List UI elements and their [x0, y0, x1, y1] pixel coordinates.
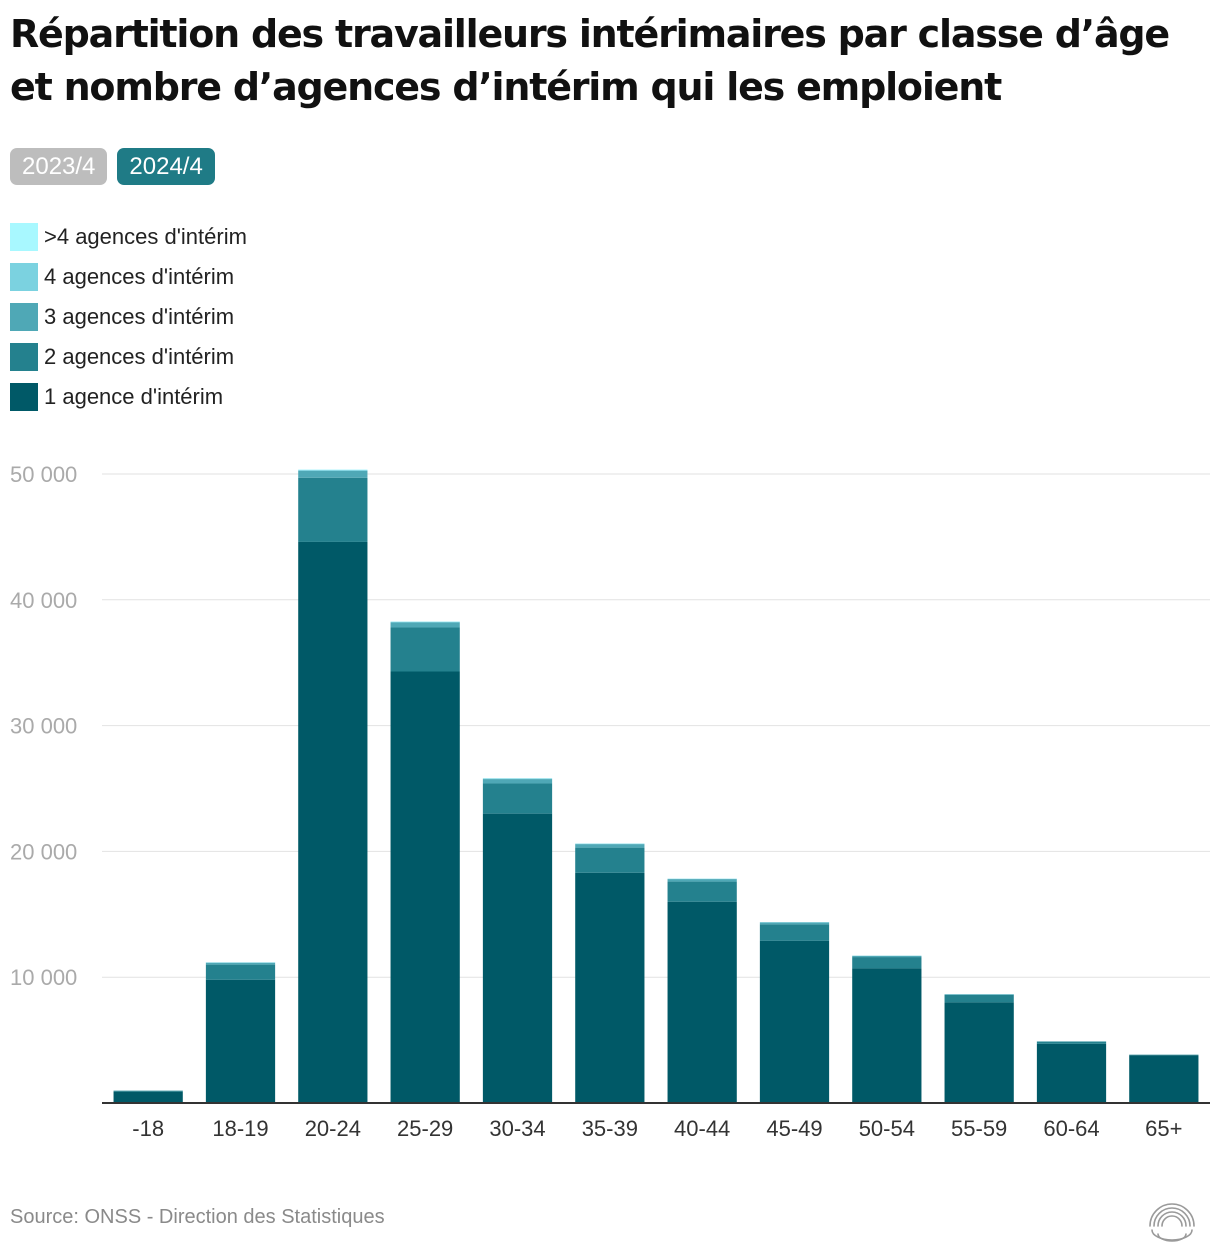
x-tick-label: 40-44 [674, 1116, 730, 1141]
bar-segment [390, 671, 460, 1103]
bar-segment [944, 1002, 1014, 1103]
bar-segment [852, 957, 922, 969]
bar-segment [205, 964, 276, 980]
legend-label: 3 agences d'intérim [44, 304, 235, 329]
bar-segment [575, 843, 645, 845]
x-tick-label: 60-64 [1043, 1116, 1099, 1141]
bar-segment [1036, 1041, 1107, 1044]
bar-segment [852, 955, 922, 958]
x-tick-label: 45-49 [766, 1116, 822, 1141]
legend-swatch [10, 303, 38, 331]
bar-segment [575, 872, 645, 1103]
x-tick-label: 25-29 [397, 1116, 453, 1141]
bar-segment [1129, 1054, 1199, 1056]
tab-2023-4[interactable]: 2023/4 [10, 148, 108, 185]
legend-item-gt4-agences: >4 agences d'intérim [10, 217, 247, 257]
bar-segment [759, 940, 830, 1103]
legend-swatch [10, 223, 38, 251]
bar-segment [482, 813, 553, 1103]
bar-segment [1129, 1055, 1199, 1103]
bar-segment [298, 470, 368, 478]
y-tick-label: 40 000 [10, 588, 77, 613]
legend-item-3-agences: 3 agences d'intérim [10, 297, 247, 337]
x-tick-label: 30-34 [489, 1116, 545, 1141]
bar-segment [298, 541, 368, 1103]
legend-label: >4 agences d'intérim [44, 224, 247, 249]
tab-2024-4[interactable]: 2024/4 [117, 148, 215, 185]
stacked-bar-chart: 10 000 20 000 30 000 40 000 50 000 -18 18-19 20… [10, 462, 1210, 1141]
x-tick-label: 18-19 [212, 1116, 268, 1141]
bar-segment [667, 881, 737, 902]
y-tick-label: 30 000 [10, 714, 77, 739]
legend-swatch [10, 263, 38, 291]
legend-swatch [10, 343, 38, 371]
bar-segment [205, 962, 276, 965]
bar-segment [390, 627, 460, 672]
bar-segment [667, 879, 737, 882]
x-tick-label: 50-54 [859, 1116, 915, 1141]
legend: >4 agences d'intérim 4 agences d'intérim… [10, 217, 247, 417]
bar-segment [390, 621, 460, 623]
brand-logo-icon [1149, 1203, 1195, 1242]
bar-segment [759, 924, 830, 941]
bar-segment [852, 968, 922, 1103]
x-tick-label: 35-39 [582, 1116, 638, 1141]
bar-segment [944, 994, 1014, 1003]
legend-item-4-agences: 4 agences d'intérim [10, 257, 247, 297]
bar-segment [1036, 1043, 1107, 1103]
y-tick-label: 50 000 [10, 462, 77, 487]
bar-segment [298, 469, 368, 471]
x-tick-label: 20-24 [305, 1116, 361, 1141]
x-tick-label: 55-59 [951, 1116, 1007, 1141]
chart-title: Répartition des travailleurs intérimaire… [10, 12, 1170, 109]
bar-segment [575, 847, 645, 873]
bar-segment [944, 994, 1014, 995]
bar-segment [390, 622, 460, 628]
bar-segment [113, 1090, 183, 1092]
legend-label: 2 agences d'intérim [44, 344, 235, 369]
bar-segment [205, 979, 276, 1103]
bar-segment [482, 779, 553, 784]
legend-item-1-agence: 1 agence d'intérim [10, 377, 247, 417]
year-tabs: 2023/4 2024/4 [10, 148, 215, 185]
bar-segment [482, 783, 553, 814]
bar-segment [298, 477, 368, 542]
source-note: Source: ONSS - Direction des Statistique… [10, 1206, 385, 1228]
bar-segment [113, 1091, 183, 1103]
bar-segment [575, 844, 645, 848]
y-tick-label: 20 000 [10, 839, 77, 864]
bar-segment [759, 922, 830, 925]
x-tick-label: 65+ [1145, 1116, 1182, 1141]
x-tick-label: -18 [132, 1116, 164, 1141]
legend-item-2-agences: 2 agences d'intérim [10, 337, 247, 377]
legend-swatch [10, 383, 38, 411]
legend-label: 1 agence d'intérim [44, 384, 224, 409]
legend-label: 4 agences d'intérim [44, 264, 235, 289]
bar-segment [667, 901, 737, 1103]
bar-segment [482, 778, 553, 780]
y-tick-label: 10 000 [10, 965, 77, 990]
